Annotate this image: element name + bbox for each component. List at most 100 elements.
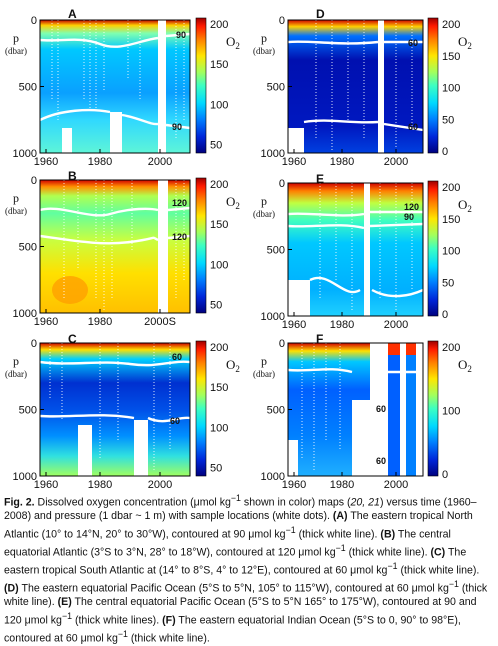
panel-e-xtick: 1980 (330, 319, 354, 331)
panel-e-o2-label: O2 (458, 197, 472, 214)
panel-d-gap (288, 128, 304, 153)
panel-d-contour (287, 40, 423, 45)
panel-a-letter: A (68, 7, 77, 21)
panel-d-ytick: 0 (279, 15, 285, 27)
caption-sup: −1 (285, 524, 296, 535)
panel-d-cbar-tick: 100 (442, 83, 460, 95)
caption-text: The central equatorial Pacific Ocean (5°… (4, 596, 477, 627)
panel-f-colorbar (427, 340, 439, 477)
panel-b-blob (52, 276, 88, 304)
panel-e-contour (287, 222, 424, 230)
panel-e-ytick: 1000 (261, 311, 285, 323)
panel-a-ytick: 500 (19, 82, 37, 94)
panel-d-yunit: (dbar) (253, 46, 275, 56)
panel-e-ytick: 0 (279, 178, 285, 190)
caption-panel-c: (C) (430, 546, 446, 559)
panel-e-xtick: 1960 (282, 319, 306, 331)
panel-b-cbar-tick: 50 (210, 300, 222, 312)
panel-d-contour-label: 60 (408, 38, 418, 48)
panel-b (39, 179, 191, 314)
panel-c-cbar-tick: 100 (210, 422, 228, 434)
caption-text: The eastern tropical South Atlantic at (… (4, 546, 467, 577)
panel-d-xtick: 1960 (282, 156, 306, 168)
caption-text: The eastern equatorial Indian Ocean (5°S… (4, 614, 461, 645)
panel-e-cbar-tick: 150 (442, 214, 460, 226)
panel-f-xtick: 1980 (330, 479, 354, 491)
panel-d-contour-label: 60 (408, 122, 418, 132)
caption-panel-a: (A) (332, 510, 348, 523)
panel-d-cbar-tick: 0 (442, 146, 448, 158)
caption-text: The eastern tropical North Atlantic (10°… (4, 510, 473, 541)
caption-sup: −1 (61, 610, 73, 621)
panel-f-ytick: 500 (267, 405, 285, 417)
panel-f-contour-label: 60 (376, 456, 386, 466)
caption-text: shown in color) maps ( (240, 496, 351, 509)
panel-c-contour-label: 60 (170, 416, 180, 426)
panel-a-contour (39, 32, 191, 48)
caption-text: The eastern equatorial Pacific Ocean (5°… (18, 582, 449, 595)
panel-b-ylabel: p (13, 191, 19, 205)
panel-b-cbar-tick: 150 (210, 219, 228, 231)
panel-c-colorbar (195, 340, 207, 477)
caption-text: (thick white line). (345, 546, 431, 559)
panel-e-ylabel: p (261, 194, 267, 208)
panel-a-ytick: 1000 (13, 148, 37, 160)
panel-d-letter: D (316, 7, 325, 21)
panel-f-column (406, 343, 416, 476)
panel-a-gap (158, 20, 166, 153)
panel-b-o2-label: O2 (226, 194, 240, 211)
panel-b-xtick: 1980 (88, 316, 112, 328)
panel-a-contour-label: 90 (172, 122, 182, 132)
panel-d-o2-label: O2 (458, 34, 472, 51)
panel-a-xtick: 2000 (148, 156, 172, 168)
panel-a-ylabel: p (13, 31, 19, 45)
panel-f-ylabel: p (261, 354, 267, 368)
panel-b-ytick: 0 (31, 175, 37, 187)
panel-a-xtick: 1960 (34, 156, 58, 168)
panel-d-xtick: 2000 (384, 156, 408, 168)
panel-e-contour-label: 120 (404, 202, 419, 212)
panel-c-xtick: 1980 (88, 479, 112, 491)
panel-c-yunit: (dbar) (5, 369, 27, 379)
panel-d-cbar-tick: 200 (442, 19, 460, 31)
panel-e-yunit: (dbar) (253, 209, 275, 219)
panel-c-ylabel: p (13, 354, 19, 368)
panel-d-cbar-tick: 150 (442, 51, 460, 63)
panel-f-contour (287, 368, 423, 374)
caption-sup: −1 (117, 628, 128, 639)
caption-text: Dissolved oxygen concentration (μmol kg (34, 496, 231, 509)
panel-f-column-top (406, 343, 416, 355)
panel-c-gap (78, 425, 92, 476)
caption-panel-b: (B) (380, 528, 396, 541)
panel-f-cbar-tick: 0 (442, 469, 448, 481)
panel-a-gap (110, 112, 122, 153)
panel-c-letter: C (68, 332, 77, 346)
panel-f-column (388, 343, 400, 476)
panel-b-ytick: 1000 (13, 308, 37, 320)
panel-b-xtick: 1960 (34, 316, 58, 328)
panel-e-sample-dots (319, 183, 413, 310)
panel-c-cbar-tick: 150 (210, 382, 228, 394)
panel-c-xtick: 1960 (34, 479, 58, 491)
panel-e-contour (309, 276, 424, 298)
caption-panel-d: (D) (4, 582, 19, 595)
panel-f-o2-label: O2 (458, 357, 472, 374)
panel-a-xtick: 1980 (88, 156, 112, 168)
panel-e-xtick: 2000 (384, 319, 408, 331)
panel-b-xtick: 2000S (144, 316, 176, 328)
panel-e-cbar-tick: 0 (442, 309, 448, 321)
panel-c-cbar-tick: 200 (210, 342, 228, 354)
panel-c-field (40, 343, 190, 476)
panel-d-field (288, 20, 423, 153)
panel-a (39, 19, 191, 154)
panel-f-column-top (388, 343, 400, 355)
panel-b-cbar-tick: 200 (210, 179, 228, 191)
panel-e-gap (288, 280, 310, 316)
caption-text: The central equatorial Atlantic (3°S to … (4, 528, 451, 559)
panel-b-contour (39, 234, 191, 245)
caption-sup: −1 (448, 579, 459, 590)
caption-ref: 20, 21 (350, 496, 380, 509)
caption-text: (thick white lines). (72, 614, 163, 627)
